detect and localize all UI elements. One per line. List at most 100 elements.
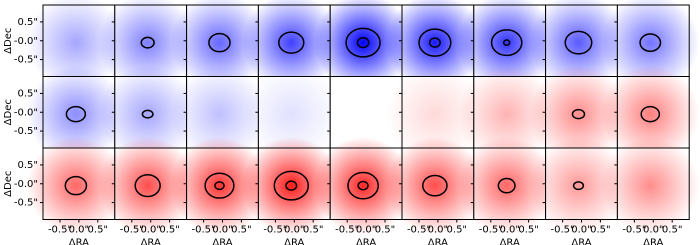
contour xyxy=(564,30,593,55)
emission-blob xyxy=(26,0,125,92)
y-tick-label: 0.5" xyxy=(17,88,38,99)
x-tick-label: -0.5" xyxy=(48,225,72,236)
contour xyxy=(422,174,448,197)
contour xyxy=(502,39,511,47)
emission-blob xyxy=(313,0,413,92)
contour xyxy=(345,27,381,58)
y-axis-label: ΔDec xyxy=(3,28,14,54)
x-tick-label: 0.0" xyxy=(69,225,90,236)
contour xyxy=(273,170,310,201)
y-axis-label: ΔDec xyxy=(3,99,14,125)
x-tick-label: 0.5" xyxy=(662,225,683,236)
contour xyxy=(640,105,661,123)
y-tick-label: -0.5" xyxy=(14,198,38,209)
emission-blob xyxy=(170,65,269,164)
contour xyxy=(356,36,370,49)
x-tick-label: 0.0" xyxy=(499,225,520,236)
contour xyxy=(428,37,441,48)
emission-blob xyxy=(529,65,628,164)
x-tick-label: 0.0" xyxy=(284,225,305,236)
emission-blob xyxy=(26,136,126,235)
x-tick-label: -0.5" xyxy=(622,225,646,236)
emission-blob xyxy=(313,136,413,235)
contour xyxy=(64,175,88,196)
y-tick-label: -0.0" xyxy=(14,179,38,190)
contour xyxy=(571,108,586,120)
contour xyxy=(278,31,305,54)
emission-blob xyxy=(529,0,628,92)
x-tick-label: 0.0" xyxy=(643,225,664,236)
emission-blob xyxy=(457,136,556,235)
emission-blob xyxy=(457,65,556,164)
emission-blob xyxy=(385,136,485,235)
x-tick-label: -0.5" xyxy=(407,225,431,236)
x-tick-label: -0.5" xyxy=(263,225,287,236)
contour xyxy=(357,180,369,191)
contour xyxy=(214,181,225,191)
x-tick-label: 0.5" xyxy=(159,225,180,236)
x-tick-label: -0.5" xyxy=(479,225,503,236)
contour xyxy=(490,29,523,57)
contour xyxy=(208,32,231,53)
contour xyxy=(572,181,585,191)
x-tick-label: 0.0" xyxy=(571,225,592,236)
x-axis-label: ΔRA xyxy=(141,238,161,245)
emission-blob xyxy=(98,65,197,164)
x-axis-label: ΔRA xyxy=(356,238,376,245)
x-axis-label: ΔRA xyxy=(643,238,663,245)
x-tick-label: 0.0" xyxy=(356,225,377,236)
emission-blob xyxy=(242,136,341,235)
x-tick-label: 0.0" xyxy=(212,225,233,236)
x-axis-label: ΔRA xyxy=(284,238,304,245)
emission-blob xyxy=(385,0,484,92)
contour xyxy=(497,177,516,194)
y-tick-label: -0.5" xyxy=(14,55,38,66)
y-tick-label: 0.5" xyxy=(17,17,38,28)
x-tick-label: -0.5" xyxy=(335,225,359,236)
x-tick-label: 0.5" xyxy=(518,225,539,236)
contour xyxy=(418,28,452,57)
x-tick-label: 0.0" xyxy=(140,225,161,236)
contour xyxy=(639,33,662,53)
x-axis-label: ΔRA xyxy=(428,238,448,245)
y-tick-label: -0.5" xyxy=(14,126,38,137)
emission-blob xyxy=(98,0,197,92)
y-axis-label: ΔDec xyxy=(3,171,14,197)
x-tick-label: 0.5" xyxy=(231,225,252,236)
y-tick-label: -0.0" xyxy=(14,107,38,118)
emission-blob xyxy=(170,136,269,235)
y-tick-label: 0.5" xyxy=(17,160,38,171)
emission-blob xyxy=(601,0,700,92)
contour xyxy=(204,172,235,199)
emission-blob xyxy=(242,0,341,92)
emission-blob xyxy=(313,65,413,164)
x-tick-label: -0.5" xyxy=(551,225,575,236)
contour xyxy=(134,173,161,198)
x-axis-label: ΔRA xyxy=(500,238,520,245)
x-axis-label: ΔRA xyxy=(69,238,89,245)
x-tick-label: 0.5" xyxy=(375,225,396,236)
contour xyxy=(285,180,298,191)
emission-blob xyxy=(385,65,485,164)
contour xyxy=(140,36,155,49)
y-tick-label: -0.0" xyxy=(14,36,38,47)
emission-blob xyxy=(601,65,700,164)
x-tick-label: 0.5" xyxy=(88,225,109,236)
contour xyxy=(65,105,87,123)
emission-blob xyxy=(529,136,628,235)
x-axis-label: ΔRA xyxy=(571,238,591,245)
contour xyxy=(347,171,379,200)
x-tick-label: 0.0" xyxy=(428,225,449,236)
emission-blob xyxy=(242,65,341,164)
x-tick-label: -0.5" xyxy=(120,225,144,236)
x-tick-label: 0.5" xyxy=(590,225,611,236)
contour xyxy=(141,109,154,119)
emission-blob xyxy=(601,136,700,235)
x-tick-label: -0.5" xyxy=(192,225,216,236)
emission-blob xyxy=(98,136,197,235)
x-axis-label: ΔRA xyxy=(212,238,232,245)
x-tick-label: 0.5" xyxy=(447,225,468,236)
x-tick-label: 0.5" xyxy=(303,225,324,236)
emission-blob xyxy=(26,65,126,164)
